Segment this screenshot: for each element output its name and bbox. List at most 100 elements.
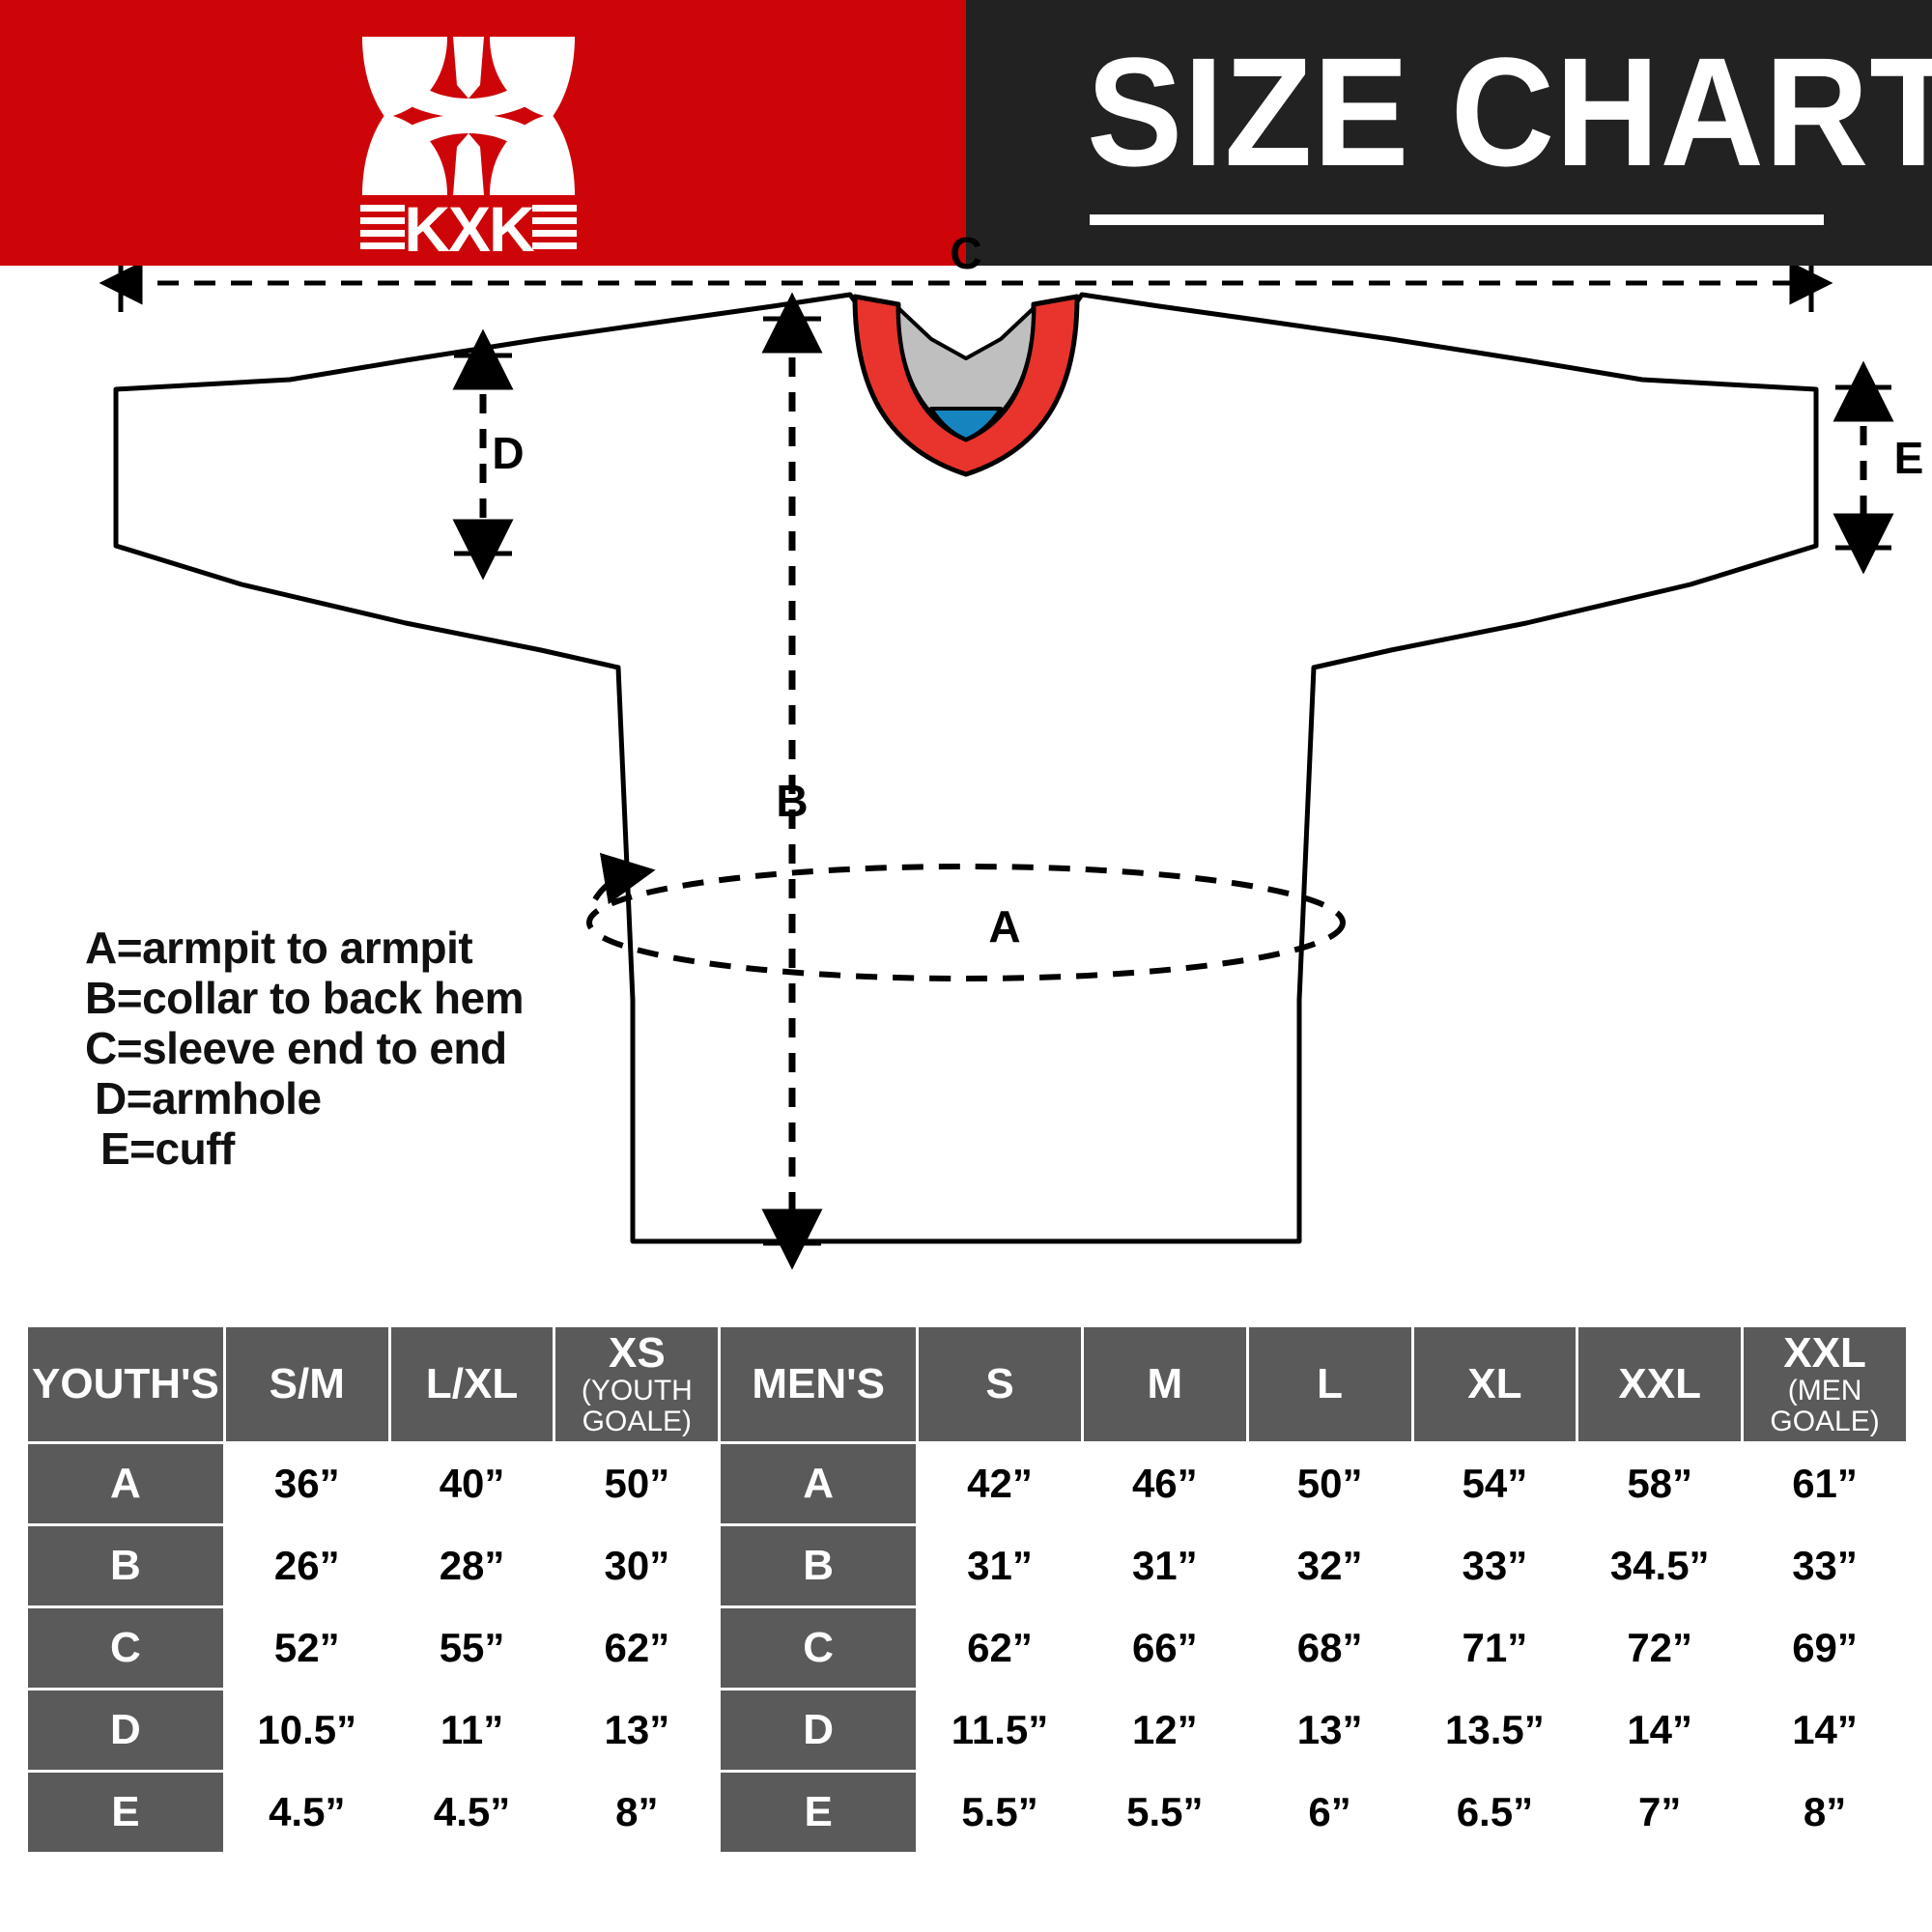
row-key-mens-B: B (721, 1526, 917, 1605)
row-key-mens-A: A (721, 1444, 917, 1523)
collar-accent (929, 407, 1003, 441)
header-mens-size-5-sub: (MEN GOALE) (1770, 1375, 1880, 1437)
cell-youth-C-1: 55” (390, 1608, 554, 1688)
dimension-b-label: B (776, 776, 808, 826)
cell-mens-A-0: 42” (919, 1444, 1081, 1523)
dimension-d (452, 328, 514, 581)
jersey-diagram: C D B (0, 228, 1932, 1294)
size-table-wrapper: YOUTH'S S/M L/XL XS (YOUTH GOALE) MEN'S S M L XL X… (25, 1324, 1909, 1855)
dimension-c (99, 266, 1833, 312)
cell-youth-D-2: 13” (555, 1690, 719, 1770)
cell-youth-B-2: 30” (555, 1526, 719, 1605)
header-mens: MEN'S (721, 1327, 917, 1441)
row-key-youth-A: A (28, 1444, 223, 1523)
cell-mens-C-3: 71” (1413, 1608, 1577, 1688)
row-key-mens-C: C (721, 1608, 917, 1688)
cell-mens-D-4: 14” (1578, 1690, 1742, 1770)
cell-youth-E-1: 4.5” (390, 1773, 554, 1852)
cell-mens-C-1: 66” (1083, 1608, 1246, 1688)
dimension-d-label: D (492, 428, 524, 478)
header-youths: YOUTH'S (28, 1327, 223, 1441)
cell-mens-C-5: 69” (1744, 1608, 1906, 1688)
cell-youth-B-0: 26” (225, 1526, 388, 1605)
table-row: D 10.5” 11” 13” D 11.5” 12” 13” 13.5” 14” 14” (28, 1690, 1906, 1770)
cell-mens-E-5: 8” (1744, 1773, 1906, 1852)
svg-text:KXK: KXK (404, 193, 535, 253)
cell-mens-B-1: 31” (1083, 1526, 1246, 1605)
header-mens-size-4: XXL (1578, 1327, 1742, 1441)
dimension-c-label-text: C (950, 228, 982, 278)
cell-mens-A-3: 54” (1413, 1444, 1577, 1523)
dimension-e (1833, 360, 1894, 575)
cell-mens-C-0: 62” (919, 1608, 1081, 1688)
cell-mens-B-2: 32” (1248, 1526, 1411, 1605)
dimension-b (761, 292, 823, 1270)
row-key-mens-E: E (721, 1773, 917, 1852)
measurement-legend: A=armpit to armpit B=collar to back hem … (85, 923, 525, 1174)
cell-youth-C-2: 62” (555, 1608, 719, 1688)
cell-youth-D-0: 10.5” (225, 1690, 388, 1770)
dimension-e-label: E (1894, 433, 1924, 483)
cell-youth-E-2: 8” (555, 1773, 719, 1852)
header-mens-size-1: M (1083, 1327, 1246, 1441)
size-chart-table: YOUTH'S S/M L/XL XS (YOUTH GOALE) MEN'S S M L XL X… (25, 1324, 1909, 1855)
table-row: C 52” 55” 62” C 62” 66” 68” 71” 72” 69” (28, 1608, 1906, 1688)
table-row: A 36” 40” 50” A 42” 46” 50” 54” 58” 61” (28, 1444, 1906, 1523)
header-mens-size-5: XXL (MEN GOALE) (1744, 1327, 1906, 1441)
dimension-a-label: A (988, 901, 1020, 952)
header-mens-size-3: XL (1413, 1327, 1577, 1441)
cell-youth-B-1: 28” (390, 1526, 554, 1605)
cell-youth-A-0: 36” (225, 1444, 388, 1523)
cell-mens-D-5: 14” (1744, 1690, 1906, 1770)
page-title: SIZE CHART (1087, 25, 1932, 198)
table-row: E 4.5” 4.5” 8” E 5.5” 5.5” 6” 6.5” 7” 8” (28, 1773, 1906, 1852)
cell-mens-D-0: 11.5” (919, 1690, 1081, 1770)
table-row: B 26” 28” 30” B 31” 31” 32” 33” 34.5” 33” (28, 1526, 1906, 1605)
legend-line-a: A=armpit to armpit (85, 923, 473, 973)
cell-mens-E-2: 6” (1248, 1773, 1411, 1852)
legend-line-d: D=armhole (95, 1073, 322, 1123)
cell-mens-B-5: 33” (1744, 1526, 1906, 1605)
header-youth-size-2: XS (YOUTH GOALE) (555, 1327, 719, 1441)
row-key-youth-C: C (28, 1608, 223, 1688)
cell-mens-A-2: 50” (1248, 1444, 1411, 1523)
table-header-row: YOUTH'S S/M L/XL XS (YOUTH GOALE) MEN'S S M L XL X… (28, 1327, 1906, 1441)
cell-mens-E-3: 6.5” (1413, 1773, 1577, 1852)
cell-mens-D-2: 13” (1248, 1690, 1411, 1770)
kxk-butterfly-logo-icon: KXK (333, 21, 604, 265)
cell-mens-B-4: 34.5” (1578, 1526, 1742, 1605)
legend-line-b: B=collar to back hem (85, 973, 525, 1023)
cell-mens-C-2: 68” (1248, 1608, 1411, 1688)
brand-banner: KXK (0, 0, 966, 266)
jersey-collar (852, 294, 1080, 477)
cell-youth-D-1: 11” (390, 1690, 554, 1770)
header-mens-size-0: S (919, 1327, 1081, 1441)
cell-mens-E-0: 5.5” (919, 1773, 1081, 1852)
cell-mens-A-1: 46” (1083, 1444, 1246, 1523)
cell-mens-C-4: 72” (1578, 1608, 1742, 1688)
cell-mens-E-1: 5.5” (1083, 1773, 1246, 1852)
page-header: KXK SIZE CHART (0, 0, 1932, 266)
cell-youth-A-2: 50” (555, 1444, 719, 1523)
cell-mens-B-0: 31” (919, 1526, 1081, 1605)
cell-mens-B-3: 33” (1413, 1526, 1577, 1605)
dimension-c-label: C (950, 266, 981, 272)
title-banner: SIZE CHART (966, 0, 1932, 266)
cell-mens-E-4: 7” (1578, 1773, 1742, 1852)
dimension-a (586, 852, 1346, 981)
header-mens-size-2: L (1248, 1327, 1411, 1441)
row-key-youth-B: B (28, 1526, 223, 1605)
jersey-outline (113, 292, 1819, 1244)
row-key-mens-D: D (721, 1690, 917, 1770)
legend-line-c: C=sleeve end to end (85, 1023, 507, 1073)
cell-youth-A-1: 40” (390, 1444, 554, 1523)
row-key-youth-E: E (28, 1773, 223, 1852)
row-key-youth-D: D (28, 1690, 223, 1770)
header-youth-size-1: L/XL (390, 1327, 554, 1441)
cell-youth-E-0: 4.5” (225, 1773, 388, 1852)
header-youth-size-0: S/M (225, 1327, 388, 1441)
cell-mens-A-4: 58” (1578, 1444, 1742, 1523)
title-underline (1090, 214, 1824, 225)
legend-line-e: E=cuff (100, 1123, 235, 1174)
cell-mens-D-3: 13.5” (1413, 1690, 1577, 1770)
